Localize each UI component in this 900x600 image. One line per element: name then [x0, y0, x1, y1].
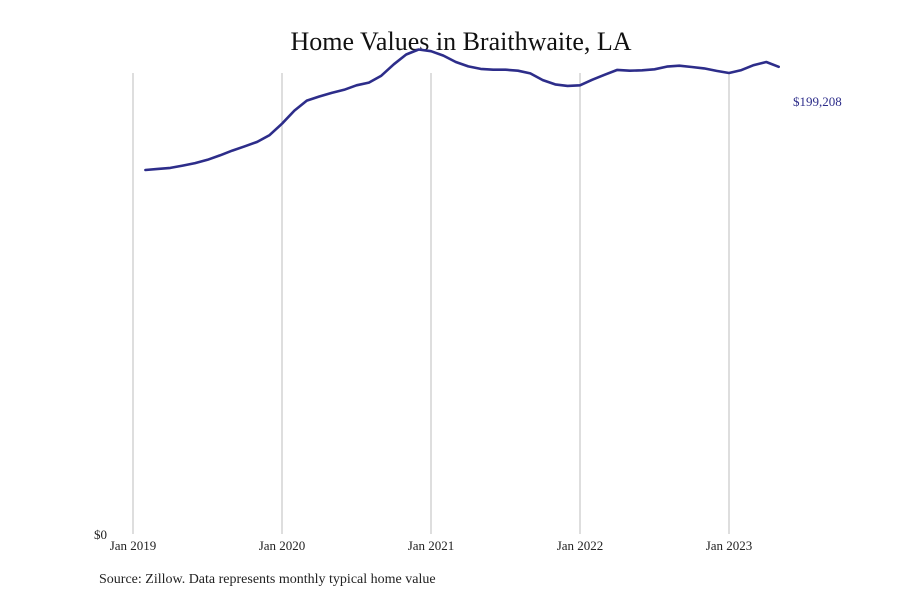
gridlines [132, 73, 730, 534]
x-tick-label: Jan 2022 [557, 538, 604, 553]
end-value-label: $199,208 [793, 94, 842, 109]
x-tick-label: Jan 2021 [408, 538, 455, 553]
chart-title: Home Values in Braithwaite, LA [290, 27, 632, 56]
x-tick-label: Jan 2020 [259, 538, 306, 553]
series-line-home-value [144, 48, 780, 172]
x-axis-tick-labels: Jan 2019 Jan 2020 Jan 2021 Jan 2022 Jan 2023 [110, 538, 753, 553]
source-note: Source: Zillow. Data represents monthly … [99, 572, 436, 587]
x-tick-label: Jan 2019 [110, 538, 157, 553]
x-tick-label: Jan 2023 [706, 538, 753, 553]
y-tick-label-zero: $0 [94, 527, 107, 542]
